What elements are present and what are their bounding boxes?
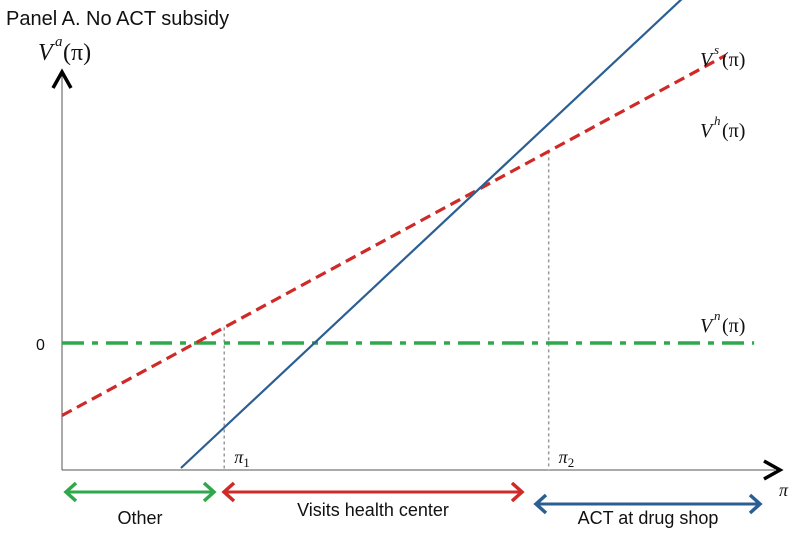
series-label-sup: h <box>714 113 721 128</box>
x-axis-arrowhead <box>763 459 784 481</box>
series-lines <box>61 0 755 469</box>
region-label: ACT at drug shop <box>578 508 719 528</box>
series-label-main: V <box>700 315 715 337</box>
series-label-main: V <box>700 120 715 142</box>
region-3: ACT at drug shop <box>533 493 763 528</box>
series-line-vs <box>180 0 683 469</box>
region-label: Visits health center <box>297 500 449 520</box>
series-label-arg: (π) <box>722 315 745 337</box>
x-axis-label: π <box>779 480 789 500</box>
region-arrowhead-right <box>202 481 217 503</box>
region-label: Other <box>117 508 162 528</box>
series-line-vh <box>61 54 727 417</box>
region-1: Other <box>63 481 217 528</box>
y-zero-tick-label: 0 <box>36 337 45 354</box>
series-label-arg: (π) <box>722 120 745 142</box>
y-label-main: V <box>38 40 55 66</box>
y-axis-arrowhead <box>51 68 73 89</box>
region-2: Visits health center <box>221 481 525 520</box>
region-arrowhead-right <box>748 493 763 515</box>
region-arrows: Other Visits health center ACT at drug sho… <box>63 481 763 528</box>
region-arrowhead-left <box>533 493 548 515</box>
threshold-label-2: π2 <box>559 447 575 470</box>
series-label-main: V <box>700 49 715 71</box>
region-arrowhead-left <box>63 481 78 503</box>
y-label-arg: (π) <box>63 40 91 66</box>
threshold-label-1: π1 <box>234 447 250 470</box>
series-label-sup: n <box>714 308 721 323</box>
region-arrowhead-left <box>221 481 236 503</box>
chart-title: Panel A. No ACT subsidy <box>6 8 229 30</box>
y-axis-label: V a (π) <box>38 34 91 66</box>
threshold-guides: π1 π2 <box>223 151 575 470</box>
series-label-arg: (π) <box>722 49 745 71</box>
y-label-sup: a <box>55 34 63 50</box>
region-arrowhead-right <box>510 481 525 503</box>
series-label-sup: s <box>714 42 719 57</box>
